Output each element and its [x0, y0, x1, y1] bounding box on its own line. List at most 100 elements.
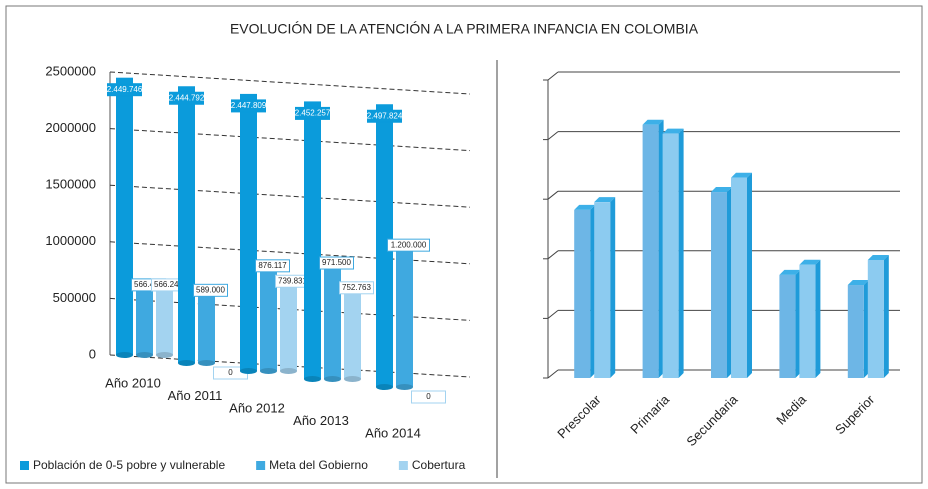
bar	[240, 93, 257, 371]
y-tick-label: 2500000	[45, 63, 96, 78]
y-tick-label: 2000000	[45, 120, 96, 135]
value-label: 2.444.792	[169, 93, 205, 102]
bar	[178, 86, 195, 363]
grid-line	[109, 71, 471, 95]
value-label: 971.500	[322, 258, 351, 267]
legend-swatch	[20, 461, 29, 470]
value-label: 739.831	[278, 276, 307, 285]
bar-side	[678, 128, 684, 378]
bar-base	[304, 376, 321, 382]
value-label-box	[295, 106, 330, 120]
bar	[779, 274, 796, 378]
value-label: 752.763	[342, 283, 371, 292]
bar	[731, 177, 747, 378]
bar	[280, 287, 297, 371]
x-tick-label: Año 2014	[365, 425, 421, 440]
frame	[5, 5, 923, 484]
bar-side	[610, 197, 616, 378]
grid-line	[109, 128, 471, 152]
bar	[662, 133, 679, 378]
bar	[198, 296, 215, 363]
value-label: 876.117	[258, 261, 287, 270]
grid-line	[547, 310, 559, 319]
x-tick-label: Superior	[832, 391, 878, 437]
bar-side	[590, 204, 596, 378]
bar-base	[344, 376, 361, 382]
bar	[324, 269, 341, 379]
bar	[594, 202, 611, 378]
bar-base	[178, 360, 195, 366]
x-tick-label: Año 2013	[293, 413, 349, 428]
y-tick-label: 1000000	[45, 233, 96, 248]
bar	[799, 264, 816, 378]
bar	[376, 104, 393, 387]
value-label-box	[339, 281, 374, 295]
x-tick-label: Año 2011	[168, 388, 223, 403]
x-tick-label: Secundaria	[683, 391, 741, 449]
bar-side	[747, 172, 752, 378]
value-label-box	[107, 83, 142, 97]
bar	[260, 271, 277, 371]
bar-top	[711, 187, 732, 193]
bar	[574, 209, 591, 378]
value-label-box	[319, 256, 354, 270]
bar	[711, 192, 727, 378]
bar-top	[662, 128, 684, 134]
value-label: 2.449.746	[107, 85, 143, 94]
bar	[642, 124, 659, 378]
bar-base	[156, 352, 173, 358]
bar-base	[198, 360, 215, 366]
x-tick-label: Año 2012	[229, 400, 285, 415]
y-tick-label: 0	[89, 346, 96, 361]
bar-top	[642, 119, 664, 125]
bar-side	[795, 269, 801, 378]
bar-top	[574, 204, 596, 210]
bar	[136, 290, 153, 355]
value-label: 589.000	[196, 285, 225, 294]
bar	[396, 251, 413, 387]
bar-top	[799, 259, 821, 265]
legend-label: Población de 0-5 pobre y vulnerable	[33, 458, 225, 472]
value-label-box	[255, 259, 290, 273]
y-tick-label: 1500000	[45, 177, 96, 192]
value-label: 566.243	[154, 280, 183, 289]
bar-top	[779, 269, 801, 275]
x-tick-label: Año 2010	[105, 375, 161, 390]
grid-line	[547, 190, 559, 200]
bar-base	[116, 352, 133, 358]
value-label-box	[387, 238, 430, 252]
bar-side	[815, 259, 821, 378]
legend-label: Meta del Gobierno	[269, 458, 368, 472]
bar-base	[280, 368, 297, 374]
grid-line	[109, 184, 471, 208]
value-label: 566.429	[134, 280, 163, 289]
bar	[304, 101, 321, 379]
value-label-box	[367, 109, 402, 123]
grid-line	[547, 369, 559, 379]
bar	[847, 285, 864, 378]
grid-line	[547, 71, 559, 81]
value-label-box	[193, 283, 228, 297]
bar-base	[240, 368, 257, 374]
bar-side	[883, 254, 889, 378]
bar-top	[847, 280, 869, 286]
bar	[116, 77, 133, 355]
value-label: 2.497.824	[367, 111, 403, 120]
bar-base	[260, 368, 277, 374]
value-label: 0	[228, 368, 233, 377]
value-label: 0	[426, 392, 431, 401]
x-tick-label: Prescolar	[554, 391, 604, 441]
bar-base	[324, 376, 341, 382]
bar-base	[376, 384, 393, 390]
grid-line	[547, 131, 559, 140]
x-tick-label: Primaria	[627, 391, 672, 436]
chart-title: EVOLUCIÓN DE LA ATENCIÓN A LA PRIMERA IN…	[230, 21, 699, 37]
value-label-box	[169, 91, 204, 105]
value-label: 2.447.809	[231, 101, 267, 110]
legend-swatch	[398, 461, 408, 470]
bar	[867, 259, 884, 378]
bar-side	[658, 119, 664, 378]
bar-top	[867, 254, 889, 260]
x-tick-label: Media	[773, 391, 809, 427]
